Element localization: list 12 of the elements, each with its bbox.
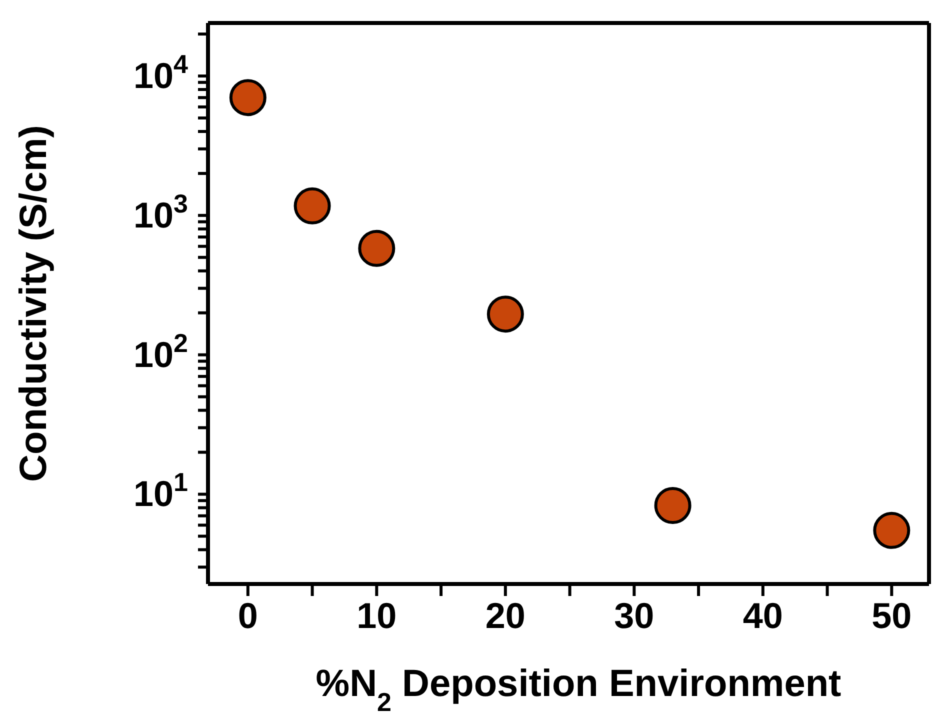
x-tick-label: 20 [485, 595, 526, 636]
y-tick-label: 10$^{3}$ [133, 188, 188, 236]
y-axis-title: Conductivity (S/cm) [13, 125, 55, 482]
y-tick-label: 10$^{4}$ [133, 49, 189, 96]
x-axis-title: %N$_{2}$ Deposition Environment [316, 663, 842, 717]
x-tick-label: 10 [356, 595, 397, 636]
x-tick-label: 30 [614, 595, 654, 636]
x-tick-label: 50 [872, 595, 912, 636]
y-tick-label: 10$^{1}$ [133, 467, 188, 514]
x-tick-label: 0 [238, 595, 258, 636]
y-tick-label: 10$^{2}$ [133, 328, 188, 375]
x-tick-label: 40 [742, 595, 783, 636]
